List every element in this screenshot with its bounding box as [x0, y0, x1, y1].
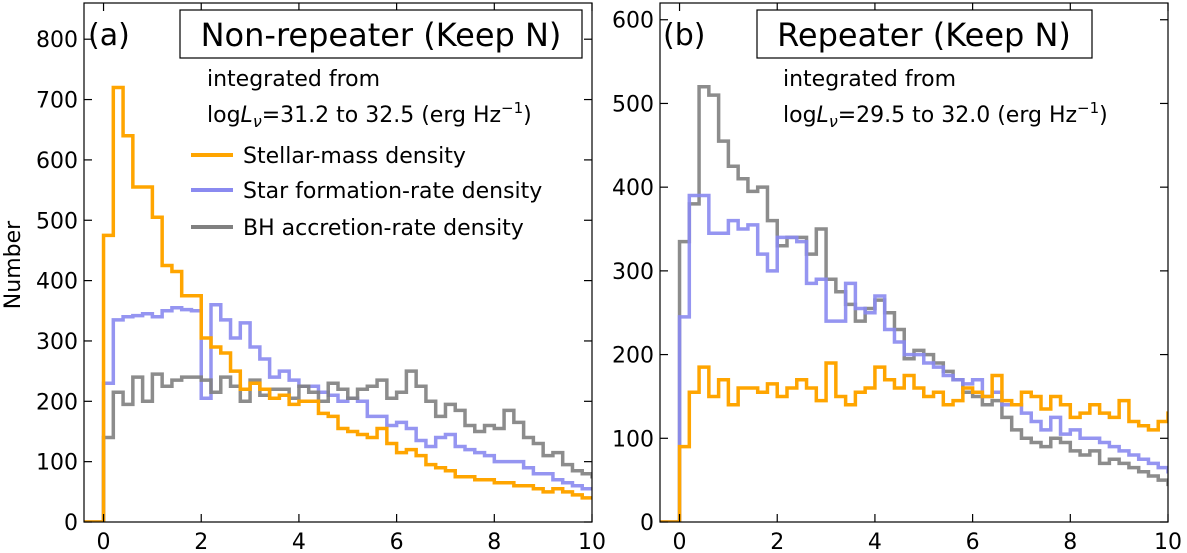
panel-b-label: (b) — [663, 18, 705, 53]
panel-b-ytick-label: 100 — [612, 427, 654, 452]
panel-a-ytick-label: 800 — [36, 28, 78, 53]
panel-b-series-sfr — [660, 193, 1168, 522]
panel-a-note-line2: logLν=31.2 to 32.5 (erg Hz−1) — [207, 99, 532, 131]
panel-b-xtick-label: 10 — [1154, 530, 1182, 553]
legend: Stellar-mass density Star formation-rate… — [191, 144, 542, 241]
panel-a-xtick-label: 2 — [194, 530, 208, 553]
panel-a-xtick-label: 6 — [390, 530, 404, 553]
panel-a-label: (a) — [88, 18, 130, 53]
panel-b-xtick-label: 0 — [673, 530, 687, 553]
panel-a-ytick-label: 700 — [36, 89, 78, 114]
legend-stellar-label: Stellar-mass density — [243, 144, 466, 169]
panel-b-xtick-label: 8 — [1063, 530, 1077, 553]
panel-a-note-line1: integrated from — [207, 67, 380, 92]
panel-b-ytick-label: 500 — [612, 92, 654, 117]
y-axis-label: Number — [1, 220, 26, 309]
panel-a-title-box — [179, 9, 583, 59]
panel-a-series-stellar — [84, 85, 592, 522]
panel-b-note-line2: logLν=29.5 to 32.0 (erg Hz−1) — [783, 99, 1108, 131]
panel-b-frame — [659, 2, 1169, 523]
panel-a-xtick-label: 0 — [97, 530, 111, 553]
panel-a-xtick-label: 8 — [487, 530, 501, 553]
legend-bh-label: BH accretion-rate density — [243, 216, 524, 241]
panel-b-ytick-label: 200 — [612, 344, 654, 369]
panel-a-ytick-label: 600 — [36, 149, 78, 174]
panel-a-xtick-label: 10 — [578, 530, 606, 553]
panel-a-ytick-label: 0 — [64, 511, 78, 536]
panel-b-xtick-label: 4 — [868, 530, 882, 553]
panel-a-ytick-label: 300 — [36, 330, 78, 355]
panel-b-xtick-label: 6 — [966, 530, 980, 553]
panel-a-ytick-label: 500 — [36, 209, 78, 234]
panel-b-series-bh — [660, 84, 1168, 522]
panel-a-frame — [83, 2, 593, 523]
panel-b-xtick-label: 2 — [770, 530, 784, 553]
legend-sfr-label: Star formation-rate density — [243, 179, 542, 204]
panel-a-series-bh — [84, 369, 592, 522]
panel-a-ytick-label: 200 — [36, 390, 78, 415]
panel-a-series-sfr — [84, 302, 592, 522]
panel-b-title: Repeater (Keep N) — [777, 16, 1071, 54]
panel-b-ytick-label: 0 — [640, 511, 654, 536]
panel-a-xtick-label: 4 — [292, 530, 306, 553]
panel-b-ytick-label: 300 — [612, 260, 654, 285]
panel-b-series-stellar — [660, 361, 1168, 522]
panel-a-ytick-label: 100 — [36, 451, 78, 476]
panel-a-series — [84, 85, 592, 522]
panel-a-ytick-label: 400 — [36, 270, 78, 295]
panel-b-ytick-label: 400 — [612, 176, 654, 201]
panel-a-title: Non-repeater (Keep N) — [201, 16, 562, 54]
panel-b-series — [660, 84, 1168, 522]
panel-b-ytick-label: 600 — [612, 9, 654, 34]
panel-b-note-line1: integrated from — [783, 67, 956, 92]
panel-b-title-box — [756, 9, 1093, 59]
